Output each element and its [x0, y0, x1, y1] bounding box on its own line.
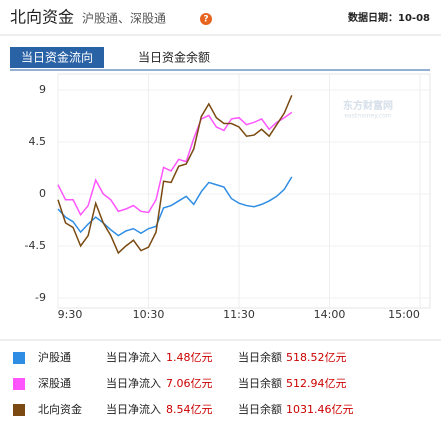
legend-name: 沪股通 [38, 350, 71, 364]
legend-value: 512.94亿元 [286, 377, 347, 390]
legend-label: 当日净流入 [106, 376, 161, 390]
legend-name: 北向资金 [38, 402, 82, 416]
plot: 9 4.5 0 -4.5 -9 9:30 10:30 11:30 14:00 15:00 东方财富网… [25, 73, 431, 321]
legend-swatch [13, 378, 25, 390]
y-tick-label: 0 [39, 187, 46, 200]
legend-label: 当日余额 [238, 376, 282, 390]
series-line [57, 95, 293, 255]
x-tick-label: 14:00 [314, 308, 346, 321]
legend-swatch [13, 352, 25, 364]
title: 北向资金 [10, 8, 74, 27]
tab-active[interactable] [10, 47, 104, 68]
y-tick-label: 4.5 [29, 135, 47, 148]
x-tick-label: 10:30 [133, 308, 165, 321]
y-tick-label: -4.5 [25, 239, 46, 252]
legend-value: 518.52亿元 [286, 351, 347, 364]
legend-label: 当日净流入 [106, 350, 161, 364]
legend-label: 当日余额 [238, 350, 282, 364]
legend-value: 7.06亿元 [166, 377, 213, 390]
x-tick-label: 15:00 [388, 308, 420, 321]
watermark: 东方财富网 [343, 99, 393, 112]
legend-swatch [13, 404, 25, 416]
legend-label: 当日余额 [238, 402, 282, 416]
date-label: 数据日期：10-08 [348, 11, 430, 24]
help-text[interactable]: ? [203, 15, 208, 25]
legend-name: 深股通 [38, 377, 71, 390]
legend-label: 当日净流入 [106, 402, 161, 416]
y-tick-label: -9 [35, 291, 46, 304]
series-line [57, 176, 293, 237]
help-icon[interactable] [200, 13, 212, 25]
watermark: eastmoney.com [344, 113, 391, 120]
tab[interactable]: 当日资金余额 [138, 50, 210, 65]
legend-value: 1031.46亿元 [286, 403, 354, 416]
x-tick-label: 9:30 [58, 308, 83, 321]
subtitle: 沪股通、深股通 [82, 12, 166, 26]
tab[interactable]: 当日资金流向 [21, 50, 93, 65]
x-tick-label: 11:30 [223, 308, 255, 321]
series-line [57, 111, 293, 217]
y-tick-label: 9 [39, 83, 46, 96]
legend-value: 1.48亿元 [166, 351, 213, 364]
legend-value: 8.54亿元 [166, 403, 213, 416]
